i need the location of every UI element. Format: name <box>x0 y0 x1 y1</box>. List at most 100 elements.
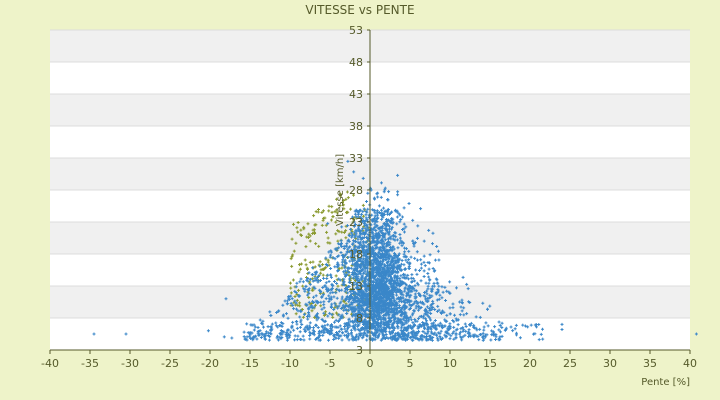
data-point <box>298 315 302 319</box>
data-point <box>358 304 362 308</box>
y-tick-label: 18 <box>349 248 363 261</box>
data-point <box>374 326 378 330</box>
data-point <box>391 334 395 338</box>
data-point <box>322 284 326 288</box>
data-point <box>405 317 409 321</box>
data-point <box>274 324 278 328</box>
data-point <box>498 330 502 334</box>
data-point <box>412 323 416 327</box>
data-point <box>294 320 298 324</box>
data-point <box>363 331 367 335</box>
data-point <box>405 321 409 325</box>
data-point <box>465 282 469 286</box>
data-point <box>382 322 386 326</box>
data-point <box>346 327 350 331</box>
data-point <box>393 265 397 269</box>
data-point <box>388 279 392 283</box>
data-point <box>448 312 452 316</box>
data-point <box>434 324 438 328</box>
data-point <box>395 304 399 308</box>
data-point <box>441 309 445 313</box>
data-point <box>425 319 429 323</box>
data-point <box>314 272 318 276</box>
data-point <box>394 276 398 280</box>
data-point <box>296 309 300 313</box>
data-point <box>394 231 398 235</box>
data-point <box>316 300 320 304</box>
data-point <box>458 313 462 317</box>
data-point <box>400 268 404 272</box>
data-point <box>414 336 418 340</box>
data-point <box>326 236 330 240</box>
data-point <box>347 277 351 281</box>
data-point <box>429 318 433 322</box>
data-point <box>438 321 442 325</box>
data-point <box>294 303 298 307</box>
data-point <box>328 332 332 336</box>
data-point <box>289 330 293 334</box>
data-point <box>325 287 329 291</box>
data-point <box>464 324 468 328</box>
data-point <box>372 251 376 255</box>
data-point <box>474 326 478 330</box>
data-point <box>350 215 354 219</box>
data-point <box>396 270 400 274</box>
data-point <box>295 281 299 285</box>
data-point <box>422 322 426 326</box>
data-point <box>435 278 439 282</box>
data-point <box>390 217 394 221</box>
x-tick-label: 20 <box>523 357 537 370</box>
data-point <box>304 245 308 249</box>
data-point <box>385 261 389 265</box>
data-point <box>365 338 369 342</box>
data-point <box>435 298 439 302</box>
data-point <box>345 312 349 316</box>
data-point <box>276 338 280 342</box>
data-point <box>405 260 409 264</box>
data-point <box>396 325 400 329</box>
data-point <box>333 257 337 261</box>
data-point <box>537 338 541 342</box>
data-point <box>399 328 403 332</box>
data-point <box>342 207 346 211</box>
data-point <box>390 259 394 263</box>
data-point <box>328 297 332 301</box>
data-point <box>360 268 364 272</box>
data-point <box>327 279 331 283</box>
data-point <box>484 321 488 325</box>
data-point <box>310 309 314 313</box>
data-point <box>377 291 381 295</box>
data-point <box>278 335 282 339</box>
data-point <box>334 274 338 278</box>
tick-labels: -40 -35 -30 -25 -20 -15 -10 -5 0 5 10 15 20 25 30 35 40 3… <box>41 24 697 370</box>
data-point <box>380 286 384 290</box>
data-point <box>426 311 430 315</box>
data-point <box>385 222 389 226</box>
data-point <box>399 262 403 266</box>
data-point <box>355 266 359 270</box>
data-point <box>354 232 358 236</box>
data-point <box>332 280 336 284</box>
data-point <box>353 239 357 243</box>
data-point <box>445 319 449 323</box>
data-point <box>411 239 415 243</box>
data-point <box>92 332 96 336</box>
data-point <box>376 334 380 338</box>
x-tick-label: -20 <box>201 357 219 370</box>
data-point <box>443 324 447 328</box>
data-point <box>352 281 356 285</box>
data-point <box>357 318 361 322</box>
data-point <box>415 289 419 293</box>
data-point <box>364 297 368 301</box>
data-point <box>337 246 341 250</box>
data-point <box>351 233 355 237</box>
data-point <box>342 308 346 312</box>
data-point <box>395 319 399 323</box>
data-point <box>397 318 401 322</box>
data-point <box>327 300 331 303</box>
data-point <box>317 338 321 342</box>
data-point <box>461 326 465 330</box>
data-point <box>286 316 290 320</box>
data-point <box>403 286 407 290</box>
data-point <box>365 334 369 338</box>
